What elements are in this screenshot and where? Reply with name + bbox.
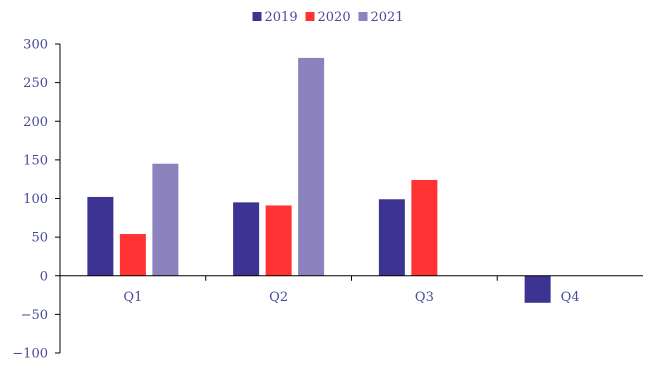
legend-swatch-2019: [252, 12, 262, 21]
x-axis: Q1 Q2 Q3 Q4: [60, 275, 643, 305]
bar-2021-Q1: [152, 163, 179, 276]
y-tick-label: 200: [23, 115, 48, 130]
bar-2021-Q2: [298, 57, 325, 276]
legend-label: 2020: [318, 10, 351, 25]
y-axis: −100 −50 0 50 100 150 200 250 300: [12, 38, 61, 362]
y-tick-label: 250: [23, 76, 48, 91]
bar-2019-Q1: [87, 196, 114, 276]
legend-label: 2021: [371, 10, 404, 25]
x-category-label: Q1: [123, 290, 142, 305]
y-tick-label: −100: [12, 347, 48, 362]
legend-label: 2019: [265, 10, 298, 25]
y-tick-label: 100: [23, 192, 48, 207]
legend-swatch-2020: [305, 12, 315, 21]
y-tick-label: 300: [23, 38, 48, 53]
x-category-label: Q3: [415, 290, 434, 305]
y-tick-label: −50: [21, 308, 48, 323]
y-tick-label: 150: [23, 153, 48, 168]
bar-2020-Q3: [411, 179, 438, 276]
bars: [87, 57, 551, 303]
bar-2019-Q2: [233, 202, 260, 276]
bar-2019-Q4: [524, 275, 551, 303]
y-tick-label: 50: [31, 231, 48, 246]
legend-swatch-2021: [358, 12, 368, 21]
bar-2019-Q3: [378, 199, 405, 276]
legend: 2019 2020 2021: [252, 10, 404, 25]
x-category-label: Q2: [269, 290, 288, 305]
x-category-label: Q4: [561, 290, 580, 305]
bar-2020-Q1: [119, 234, 146, 276]
y-tick-label: 0: [40, 269, 48, 284]
bar-2020-Q2: [265, 205, 292, 276]
